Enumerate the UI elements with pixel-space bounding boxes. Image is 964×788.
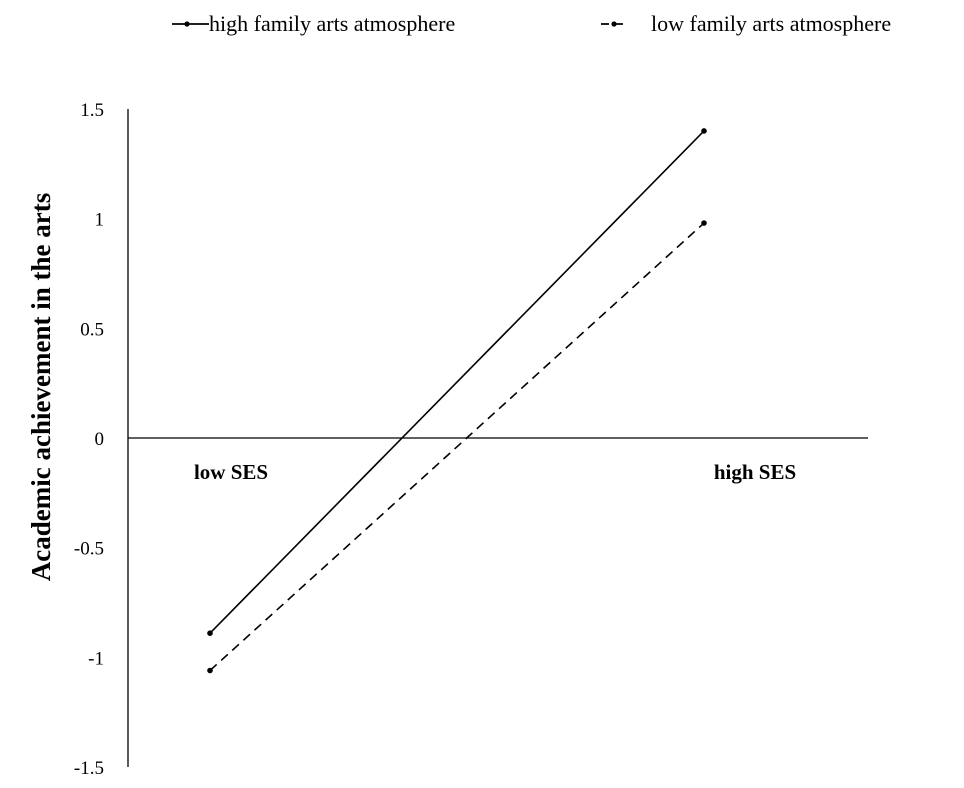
y-tick-label: 1 [95, 210, 105, 231]
data-point-marker [701, 220, 707, 226]
y-tick-label: -0.5 [74, 539, 104, 560]
y-axis-title: Academic achievement in the arts [26, 193, 56, 581]
legend-entry-label: low family arts atmosphere [651, 11, 891, 36]
legend: high family arts atmosphere low family ar… [172, 11, 891, 36]
y-axis-ticks: 1.5 1 0.5 0 -0.5 -1 -1.5 [74, 100, 104, 779]
x-category-label: high SES [714, 460, 796, 484]
series-lines [207, 128, 707, 674]
data-point-marker [701, 128, 707, 134]
legend-marker [611, 21, 617, 27]
series-line-solid [209, 130, 705, 634]
data-point-marker [207, 630, 213, 637]
y-tick-label: -1.5 [74, 758, 104, 779]
legend-marker [184, 21, 190, 27]
y-tick-label: 0.5 [80, 319, 104, 340]
x-category-labels: low SES high SES [194, 460, 796, 484]
legend-entry-label: high family arts atmosphere [209, 11, 455, 36]
y-tick-label: -1 [88, 648, 104, 669]
y-tick-label: 0 [95, 429, 105, 450]
x-category-label: low SES [194, 460, 268, 484]
data-point-marker [207, 667, 213, 674]
series-line-dashed [209, 222, 705, 672]
y-tick-label: 1.5 [80, 100, 104, 121]
